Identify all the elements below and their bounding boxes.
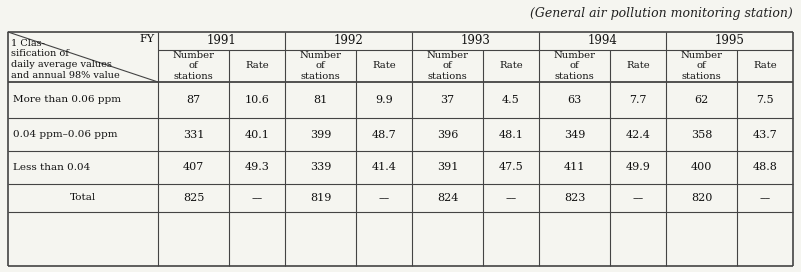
Text: 49.9: 49.9 <box>626 162 650 172</box>
Text: Number
of
stations: Number of stations <box>681 51 723 81</box>
Text: 81: 81 <box>313 95 328 105</box>
Text: Rate: Rate <box>245 61 269 70</box>
Text: ––: –– <box>759 193 771 203</box>
Text: 63: 63 <box>567 95 582 105</box>
Text: 349: 349 <box>564 129 586 140</box>
Text: 48.1: 48.1 <box>498 129 524 140</box>
Text: ––: –– <box>505 193 517 203</box>
Text: ––: –– <box>378 193 389 203</box>
Text: (General air pollution monitoring station): (General air pollution monitoring statio… <box>530 8 793 20</box>
Text: 37: 37 <box>441 95 455 105</box>
Text: 1992: 1992 <box>334 35 364 48</box>
Text: 47.5: 47.5 <box>499 162 523 172</box>
Text: Rate: Rate <box>753 61 777 70</box>
Text: 407: 407 <box>183 162 204 172</box>
Text: 824: 824 <box>437 193 458 203</box>
Text: 1995: 1995 <box>714 35 744 48</box>
Text: Number
of
stations: Number of stations <box>172 51 215 81</box>
Text: 40.1: 40.1 <box>244 129 269 140</box>
Text: 411: 411 <box>564 162 586 172</box>
Text: 7.5: 7.5 <box>756 95 774 105</box>
Text: ––: –– <box>633 193 644 203</box>
Text: 819: 819 <box>310 193 332 203</box>
Text: 339: 339 <box>310 162 332 172</box>
Text: Rate: Rate <box>372 61 396 70</box>
Text: 331: 331 <box>183 129 204 140</box>
Text: 391: 391 <box>437 162 458 172</box>
Text: 4.5: 4.5 <box>502 95 520 105</box>
Text: 49.3: 49.3 <box>244 162 269 172</box>
Text: 0.04 ppm–0.06 ppm: 0.04 ppm–0.06 ppm <box>13 130 118 139</box>
Text: 48.8: 48.8 <box>753 162 778 172</box>
Text: 399: 399 <box>310 129 332 140</box>
Text: 1993: 1993 <box>461 35 490 48</box>
Text: 823: 823 <box>564 193 586 203</box>
Text: Rate: Rate <box>626 61 650 70</box>
Text: ––: –– <box>252 193 263 203</box>
Text: 43.7: 43.7 <box>753 129 778 140</box>
Text: 7.7: 7.7 <box>630 95 647 105</box>
Text: 396: 396 <box>437 129 458 140</box>
Text: 820: 820 <box>691 193 712 203</box>
Text: 48.7: 48.7 <box>372 129 396 140</box>
Text: More than 0.06 ppm: More than 0.06 ppm <box>13 95 121 104</box>
Text: Less than 0.04: Less than 0.04 <box>13 163 91 172</box>
Text: 1994: 1994 <box>588 35 618 48</box>
Text: Number
of
stations: Number of stations <box>300 51 341 81</box>
Text: 1 Clas-
sification of
daily average values
and annual 98% value: 1 Clas- sification of daily average valu… <box>11 39 120 80</box>
Text: 87: 87 <box>187 95 200 105</box>
Text: 42.4: 42.4 <box>626 129 650 140</box>
Text: 1991: 1991 <box>207 35 236 48</box>
Text: 825: 825 <box>183 193 204 203</box>
Text: 41.4: 41.4 <box>372 162 396 172</box>
Text: Number
of
stations: Number of stations <box>427 51 469 81</box>
Text: 62: 62 <box>694 95 709 105</box>
Text: 358: 358 <box>691 129 712 140</box>
Text: Total: Total <box>70 193 96 202</box>
Text: FY: FY <box>140 34 155 44</box>
Text: 400: 400 <box>691 162 712 172</box>
Text: 10.6: 10.6 <box>244 95 269 105</box>
Text: Number
of
stations: Number of stations <box>553 51 596 81</box>
Text: 9.9: 9.9 <box>375 95 393 105</box>
Text: Rate: Rate <box>499 61 523 70</box>
